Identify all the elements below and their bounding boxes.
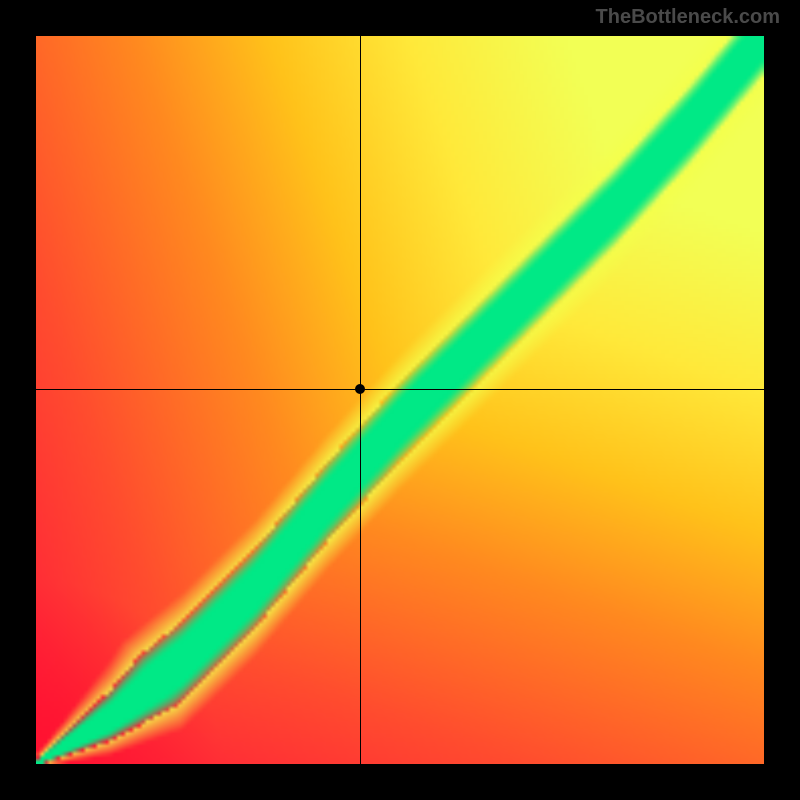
crosshair-vertical — [360, 36, 361, 764]
crosshair-horizontal — [36, 389, 764, 390]
watermark-text: TheBottleneck.com — [596, 6, 780, 29]
heatmap-canvas — [36, 36, 764, 764]
plot-area — [36, 36, 764, 764]
crosshair-marker — [355, 384, 365, 394]
